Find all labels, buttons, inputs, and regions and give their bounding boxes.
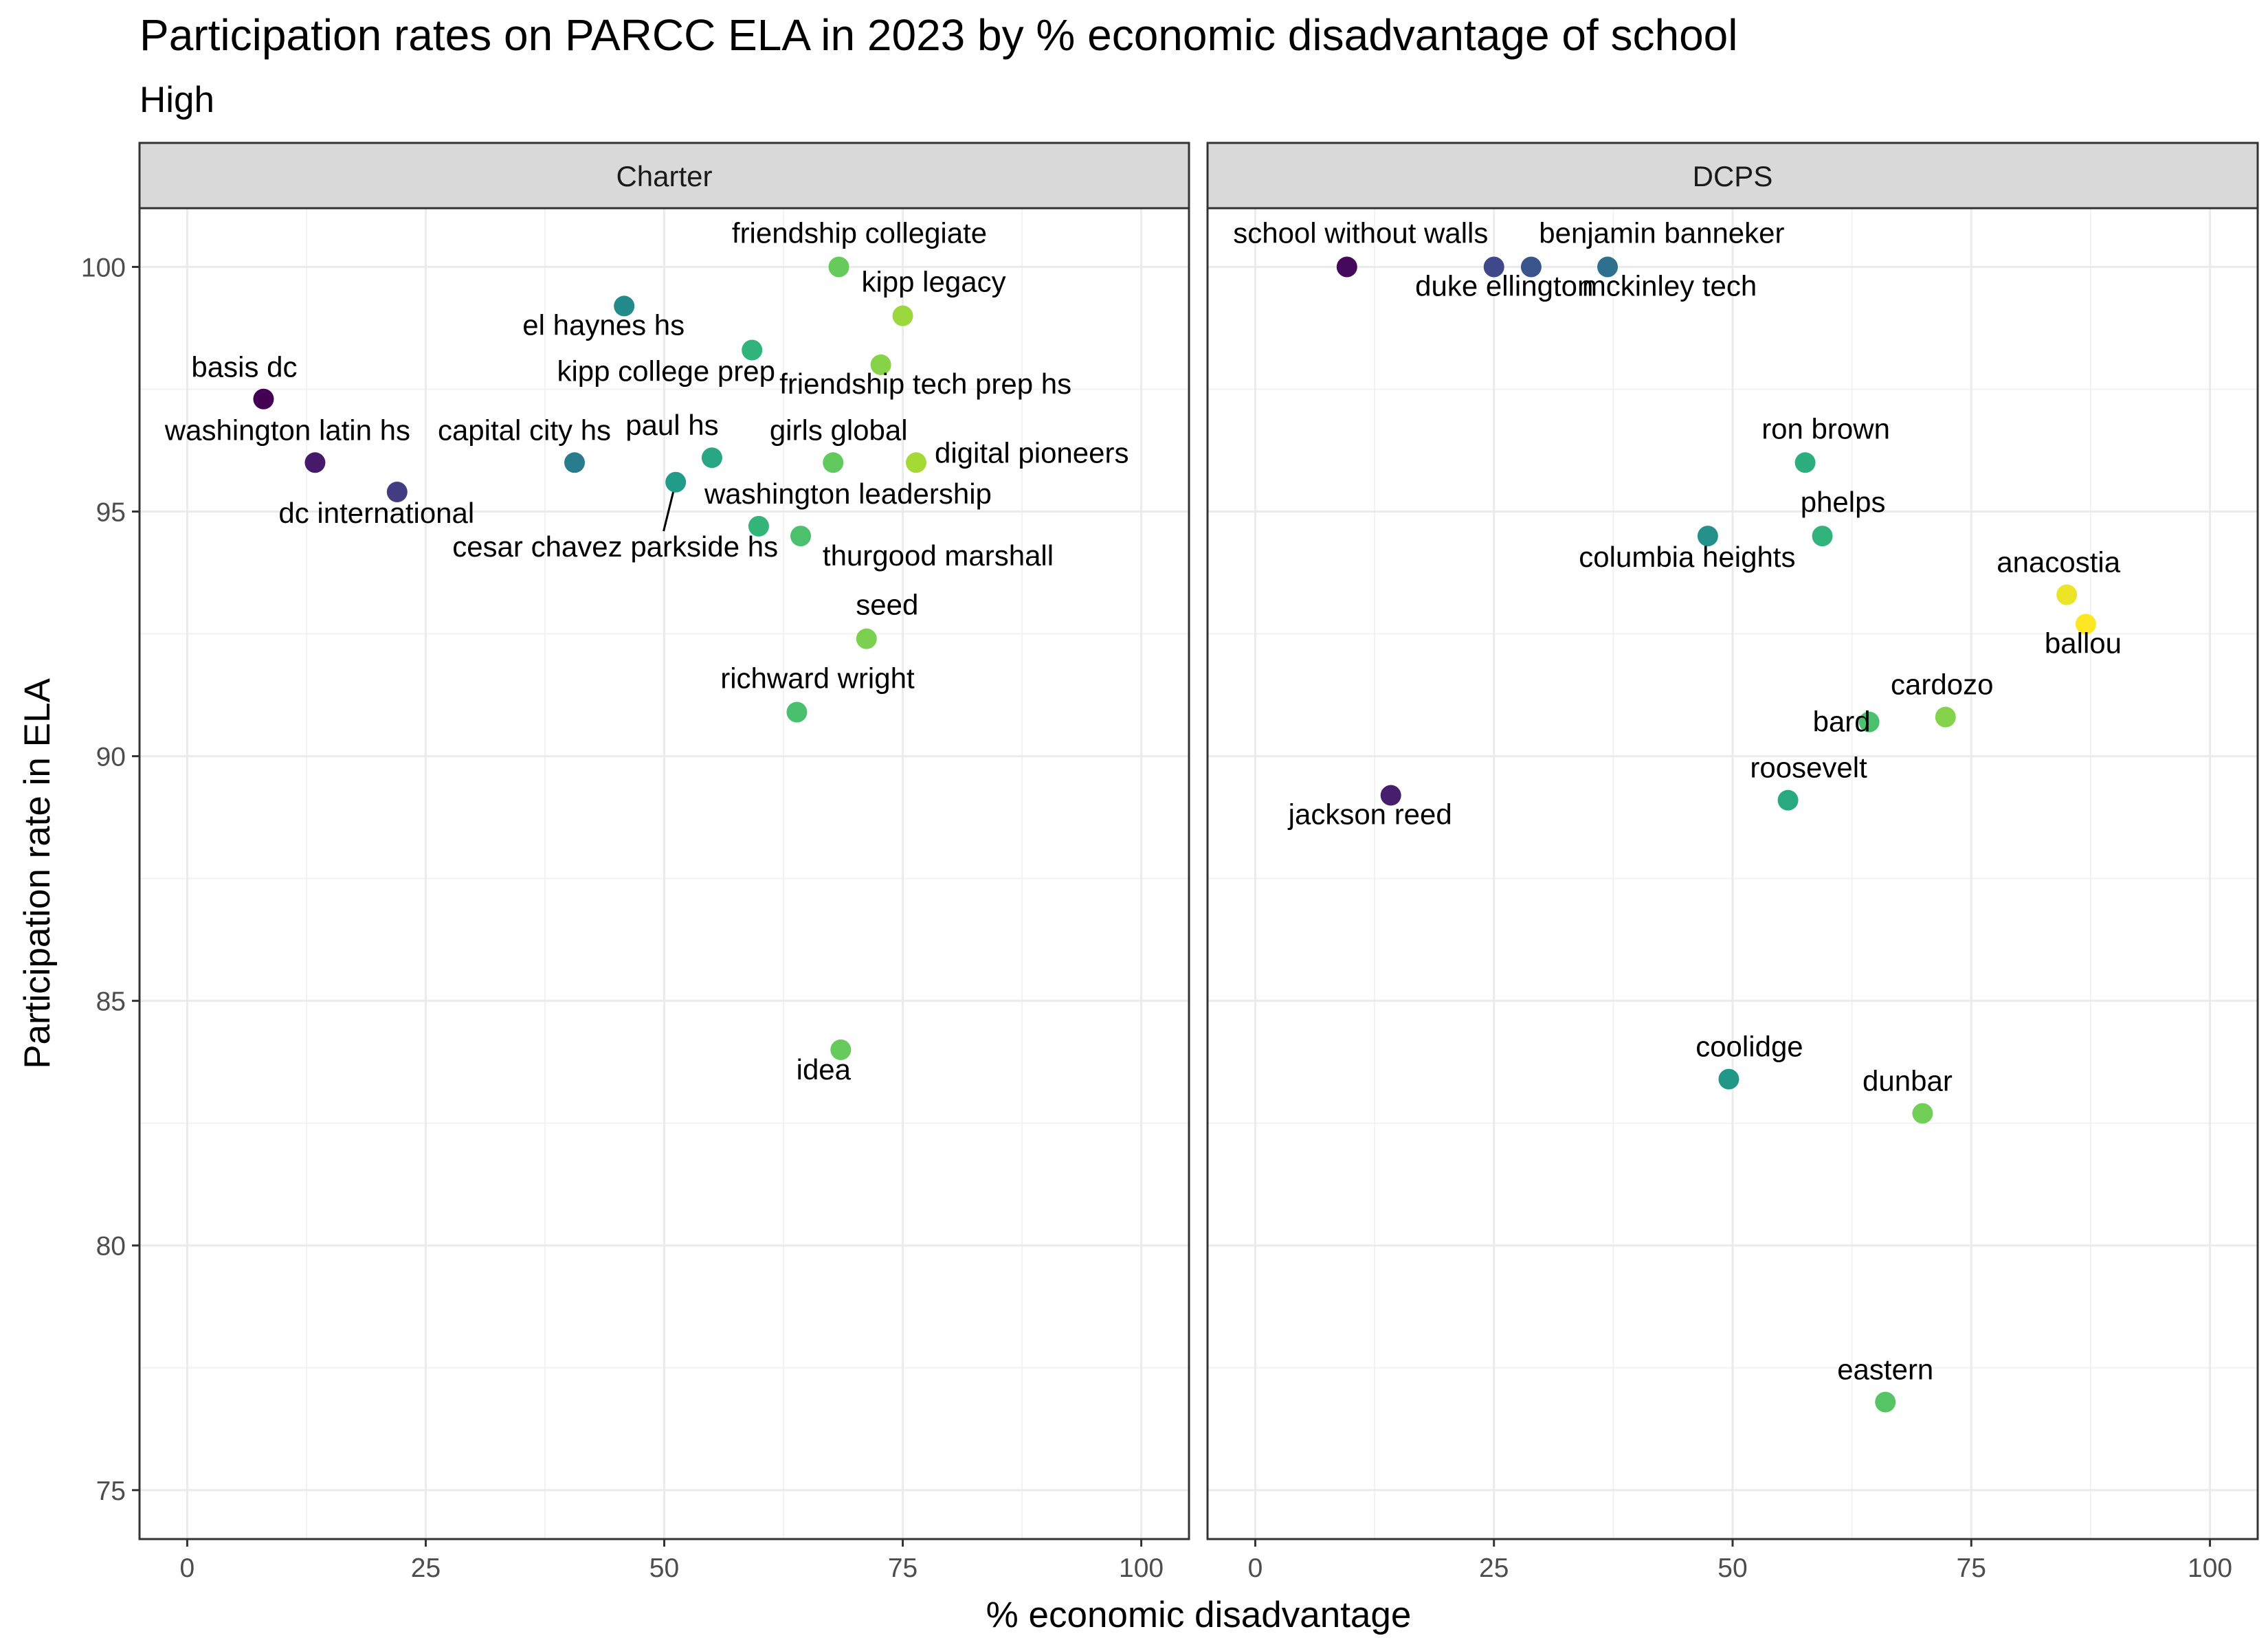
point-label: school without walls (1233, 216, 1488, 249)
point-label: friendship collegiate (732, 216, 987, 249)
data-point (1718, 1068, 1739, 1090)
point-label: paul hs (625, 409, 718, 441)
point-label: thurgood marshall (823, 539, 1054, 572)
point-label: coolidge (1696, 1031, 1803, 1063)
point-label: mckinley tech (1582, 269, 1757, 302)
data-point (790, 526, 812, 547)
data-point (1777, 789, 1799, 811)
x-tick-label: 100 (2188, 1553, 2232, 1583)
x-tick-label: 50 (649, 1553, 679, 1583)
data-point (748, 515, 769, 537)
point-label: digital pioneers (935, 436, 1129, 469)
data-point (823, 452, 844, 473)
point-label: roosevelt (1750, 752, 1867, 784)
data-point (1935, 706, 1956, 728)
point-label: duke ellington (1415, 269, 1593, 302)
point-label: jackson reed (1287, 798, 1452, 831)
data-point (614, 295, 635, 317)
data-point (786, 702, 808, 723)
y-axis-title: Participation rate in ELA (17, 678, 58, 1069)
y-tick-label: 75 (96, 1477, 126, 1506)
y-tick-label: 90 (96, 743, 126, 772)
point-label: capital city hs (438, 414, 611, 446)
data-point (386, 482, 408, 503)
x-tick-label: 25 (1479, 1553, 1509, 1583)
data-point (856, 628, 877, 649)
x-tick-label: 25 (411, 1553, 441, 1583)
y-tick-label: 100 (81, 253, 126, 282)
point-label: basis dc (191, 351, 297, 383)
data-point (742, 339, 763, 361)
point-label: seed (856, 589, 918, 621)
facet-strip-label: Charter (616, 160, 712, 192)
data-point (1336, 256, 1357, 278)
point-label: ron brown (1761, 412, 1890, 445)
data-point (2075, 614, 2096, 635)
x-tick-label: 0 (180, 1553, 195, 1583)
data-point (1697, 526, 1718, 547)
point-label: eastern (1837, 1354, 1933, 1386)
data-point (1794, 452, 1816, 473)
point-label: washington latin hs (164, 414, 410, 446)
point-label: richward wright (720, 662, 915, 694)
data-point (1912, 1103, 1933, 1124)
point-label: girls global (770, 414, 908, 446)
data-point (870, 354, 891, 375)
data-point (304, 452, 326, 473)
data-point (1812, 526, 1833, 547)
y-tick-label: 95 (96, 498, 126, 528)
point-label: ballou (2045, 627, 2122, 659)
chart-subtitle: High (140, 80, 215, 120)
data-point (2056, 584, 2078, 605)
data-point (1597, 256, 1619, 278)
data-point (665, 471, 687, 493)
point-label: benjamin banneker (1539, 216, 1784, 249)
chart-title: Participation rates on PARCC ELA in 2023… (140, 10, 1738, 60)
x-tick-label: 50 (1717, 1553, 1747, 1583)
facet-strip (138, 142, 1190, 210)
point-label: anacostia (1997, 546, 2120, 579)
point-label: kipp college prep (557, 355, 775, 388)
data-point (1858, 711, 1880, 732)
point-label: cesar chavez parkside hs (452, 530, 778, 563)
point-label: washington leadership (704, 478, 992, 510)
data-point (1875, 1391, 1896, 1413)
label-leader-line (663, 490, 675, 532)
point-label: friendship tech prep hs (779, 368, 1071, 400)
x-tick-label: 75 (1957, 1553, 1986, 1583)
data-point (701, 447, 722, 469)
facet-strip-label: DCPS (1693, 160, 1773, 192)
facet-strip (1206, 142, 2259, 210)
data-point (828, 256, 849, 278)
point-label: bard (1813, 706, 1871, 738)
point-label: idea (797, 1053, 852, 1086)
point-label: columbia heights (1579, 541, 1795, 573)
data-point (830, 1039, 852, 1060)
point-label: dunbar (1863, 1064, 1953, 1097)
data-point (253, 388, 274, 410)
y-tick-label: 80 (96, 1232, 126, 1261)
data-point (564, 452, 586, 473)
point-label: kipp legacy (861, 266, 1005, 298)
data-point (1380, 785, 1401, 806)
x-axis-title: % economic disadvantage (986, 1595, 1412, 1635)
x-tick-label: 75 (888, 1553, 918, 1583)
x-tick-label: 100 (1119, 1553, 1164, 1583)
point-label: el haynes hs (522, 309, 685, 341)
point-label: phelps (1801, 486, 1886, 518)
data-point (1520, 256, 1542, 278)
y-tick-label: 85 (96, 987, 126, 1017)
data-point (905, 452, 926, 473)
x-tick-label: 0 (1248, 1553, 1263, 1583)
data-point (1483, 256, 1504, 278)
point-label: dc international (278, 497, 474, 529)
point-label: cardozo (1891, 669, 1993, 701)
data-point (892, 305, 913, 326)
